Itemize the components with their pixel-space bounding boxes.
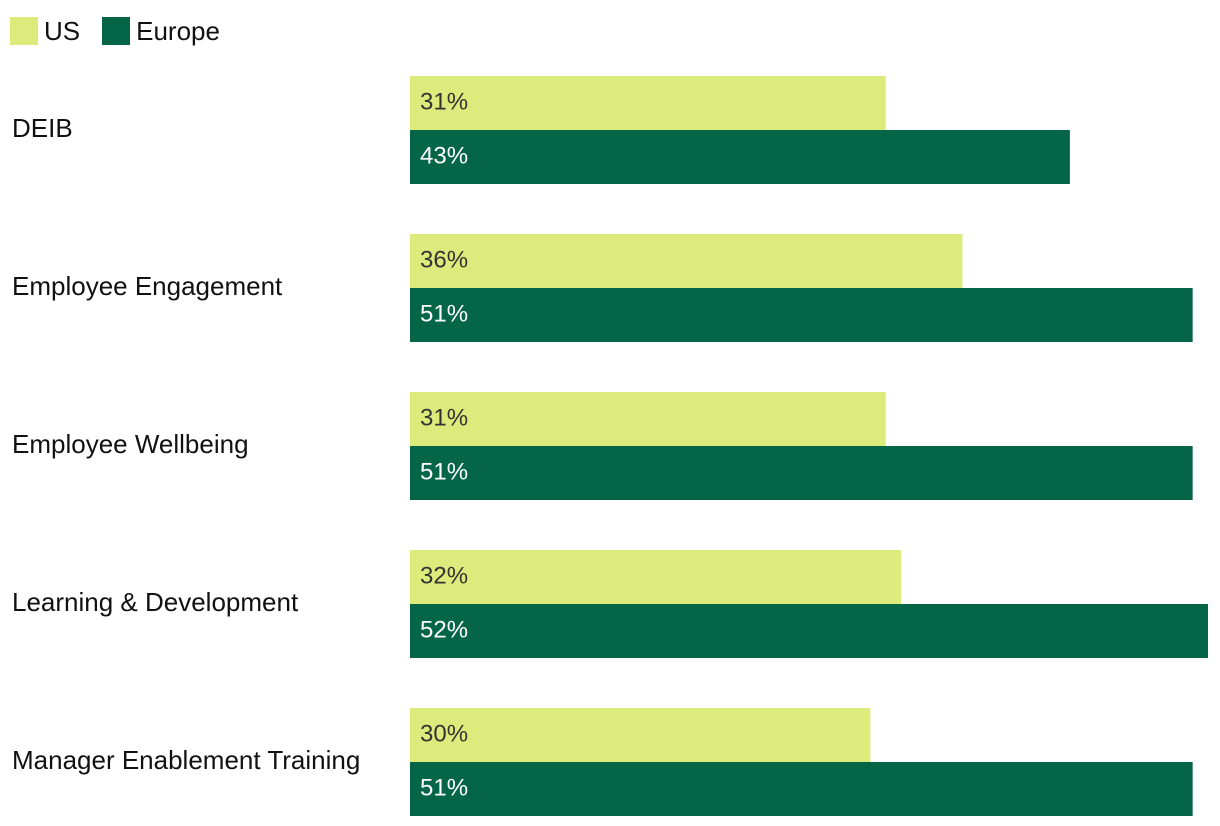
value-label-europe-learning-and-development: 52%: [420, 616, 468, 643]
legend-item-us: US: [10, 16, 80, 47]
legend-item-europe: Europe: [102, 16, 220, 47]
bar-europe-deib: [410, 130, 1070, 184]
legend-label-us: US: [44, 15, 81, 46]
bar-europe-employee-wellbeing: [410, 446, 1193, 500]
category-label-employee-wellbeing: Employee Wellbeing: [12, 429, 249, 459]
bar-us-learning-and-development: [410, 550, 902, 604]
legend-swatch-europe: [102, 17, 131, 45]
category-label-employee-engagement: Employee Engagement: [12, 271, 283, 301]
chart-legend: US Europe: [10, 16, 242, 46]
value-label-europe-deib: 43%: [420, 142, 468, 169]
value-label-europe-manager-enablement-training: 51%: [420, 774, 468, 801]
value-label-us-learning-and-development: 32%: [420, 562, 468, 589]
bar-europe-learning-and-development: [410, 604, 1208, 658]
bar-us-employee-engagement: [410, 234, 963, 288]
value-label-us-deib: 31%: [420, 88, 468, 115]
value-label-europe-employee-wellbeing: 51%: [420, 458, 468, 485]
legend-label-europe: Europe: [136, 15, 220, 46]
legend-swatch-us: [10, 17, 38, 45]
value-label-europe-employee-engagement: 51%: [420, 300, 468, 327]
category-label-manager-enablement-training: Manager Enablement Training: [12, 745, 360, 775]
category-label-deib: DEIB: [12, 113, 73, 143]
value-label-us-employee-wellbeing: 31%: [420, 404, 468, 431]
bar-europe-manager-enablement-training: [410, 762, 1193, 816]
category-label-learning-and-development: Learning & Development: [12, 587, 299, 617]
bar-europe-employee-engagement: [410, 288, 1193, 342]
value-label-us-manager-enablement-training: 30%: [420, 720, 468, 747]
bar-us-deib: [410, 76, 886, 130]
bar-us-employee-wellbeing: [410, 392, 886, 446]
bar-us-manager-enablement-training: [410, 708, 871, 762]
value-label-us-employee-engagement: 36%: [420, 246, 468, 273]
